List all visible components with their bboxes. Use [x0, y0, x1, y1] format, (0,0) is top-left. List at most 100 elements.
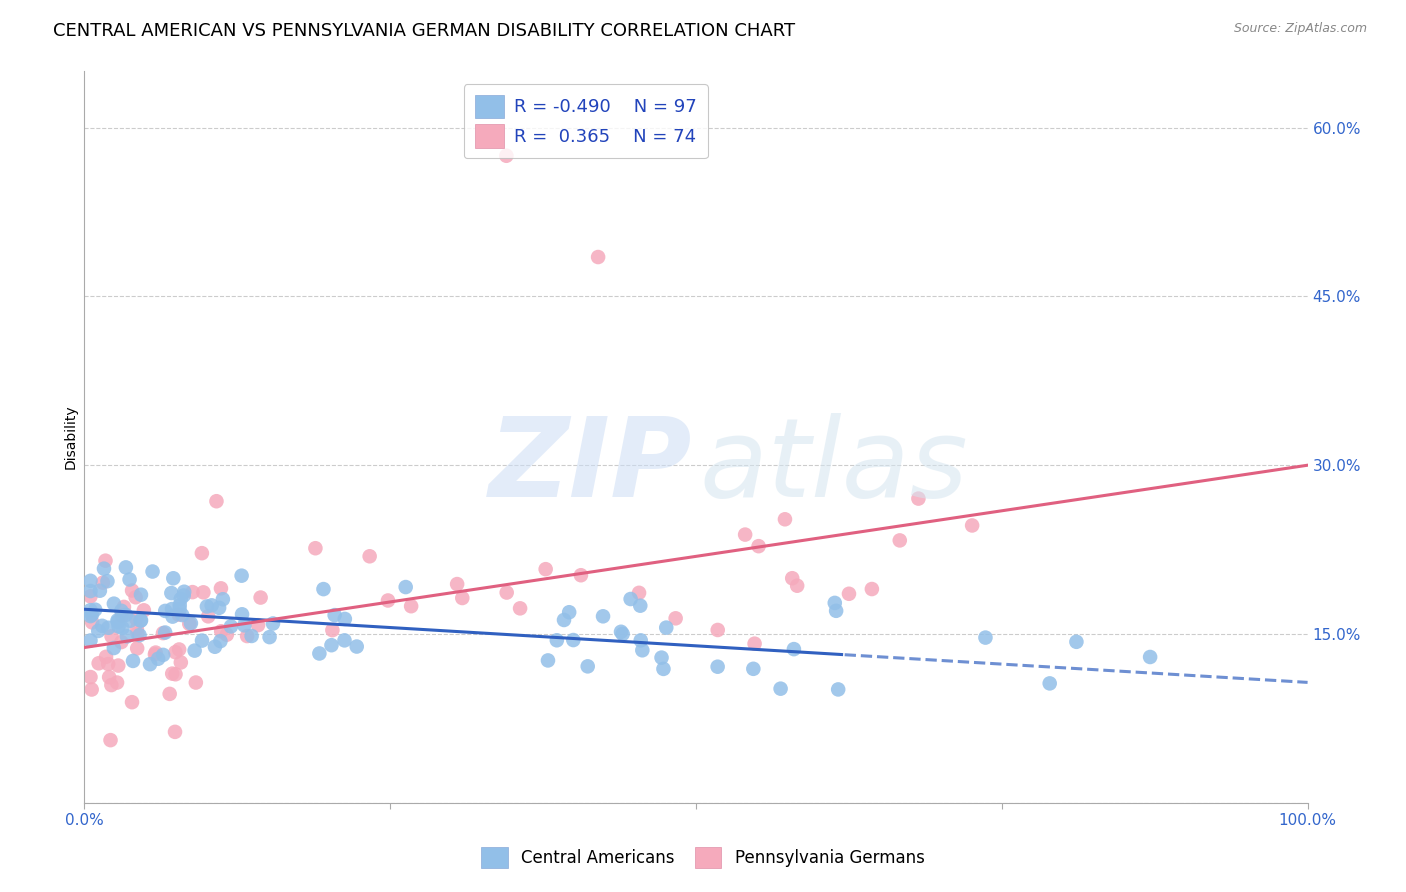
- Point: [107, 619, 129, 633]
- Point: [87, 624, 110, 638]
- Point: [974, 631, 997, 645]
- Point: [259, 630, 281, 644]
- Point: [620, 592, 643, 607]
- Point: [546, 633, 568, 648]
- Point: [79, 670, 101, 684]
- Point: [586, 250, 609, 264]
- Point: [780, 571, 803, 585]
- Point: [860, 582, 883, 596]
- Point: [122, 654, 145, 668]
- Point: [169, 602, 191, 616]
- Point: [183, 643, 205, 657]
- Point: [628, 599, 651, 613]
- Point: [889, 533, 911, 548]
- Point: [665, 611, 688, 625]
- Point: [1039, 676, 1062, 690]
- Point: [163, 724, 186, 739]
- Point: [706, 623, 728, 637]
- Text: atlas: atlas: [700, 413, 969, 520]
- Point: [1066, 635, 1088, 649]
- Point: [94, 554, 117, 568]
- Point: [97, 657, 120, 671]
- Point: [160, 602, 183, 616]
- Point: [127, 626, 149, 640]
- Point: [103, 640, 125, 655]
- Point: [180, 616, 202, 631]
- Point: [193, 585, 215, 599]
- Point: [139, 657, 162, 672]
- Point: [145, 646, 167, 660]
- Point: [143, 648, 166, 662]
- Point: [128, 628, 150, 642]
- Point: [495, 585, 517, 599]
- Point: [110, 635, 132, 649]
- Point: [165, 645, 187, 659]
- Point: [592, 609, 614, 624]
- Point: [146, 652, 169, 666]
- Point: [359, 549, 381, 564]
- Point: [165, 667, 187, 681]
- Point: [110, 604, 132, 618]
- Point: [509, 601, 531, 615]
- Point: [827, 682, 849, 697]
- Text: CENTRAL AMERICAN VS PENNSYLVANIA GERMAN DISABILITY CORRELATION CHART: CENTRAL AMERICAN VS PENNSYLVANIA GERMAN …: [53, 22, 796, 40]
- Point: [84, 603, 107, 617]
- Point: [167, 642, 190, 657]
- Legend: R = -0.490    N = 97, R =  0.365    N = 74: R = -0.490 N = 97, R = 0.365 N = 74: [464, 84, 709, 159]
- Point: [262, 616, 284, 631]
- Point: [212, 592, 235, 607]
- Point: [173, 589, 195, 603]
- Point: [346, 640, 368, 654]
- Point: [169, 598, 191, 612]
- Point: [100, 733, 122, 747]
- Point: [308, 647, 330, 661]
- Point: [773, 512, 796, 526]
- Point: [612, 627, 634, 641]
- Text: Source: ZipAtlas.com: Source: ZipAtlas.com: [1233, 22, 1367, 36]
- Point: [179, 616, 201, 631]
- Point: [93, 561, 115, 575]
- Point: [205, 494, 228, 508]
- Point: [195, 599, 218, 614]
- Point: [446, 577, 468, 591]
- Point: [152, 648, 174, 662]
- Point: [79, 603, 101, 617]
- Point: [129, 613, 152, 627]
- Point: [111, 621, 134, 635]
- Point: [152, 626, 174, 640]
- Point: [191, 546, 214, 560]
- Point: [628, 586, 651, 600]
- Point: [907, 491, 929, 506]
- Point: [132, 603, 155, 617]
- Point: [495, 149, 517, 163]
- Point: [825, 604, 848, 618]
- Point: [100, 678, 122, 692]
- Point: [377, 593, 399, 607]
- Point: [1139, 650, 1161, 665]
- Point: [79, 574, 101, 588]
- Point: [209, 634, 232, 648]
- Point: [181, 585, 204, 599]
- Point: [121, 695, 143, 709]
- Point: [304, 541, 326, 556]
- Point: [79, 633, 101, 648]
- Point: [451, 591, 474, 605]
- Point: [173, 584, 195, 599]
- Point: [91, 619, 114, 633]
- Point: [558, 605, 581, 619]
- Point: [107, 615, 129, 629]
- Point: [201, 599, 224, 613]
- Point: [191, 633, 214, 648]
- Point: [111, 608, 134, 623]
- Point: [333, 612, 356, 626]
- Point: [129, 588, 152, 602]
- Point: [204, 640, 226, 654]
- Point: [129, 614, 152, 628]
- Point: [172, 607, 194, 622]
- Point: [170, 656, 193, 670]
- Point: [82, 615, 104, 630]
- Point: [79, 609, 101, 624]
- Point: [652, 662, 675, 676]
- Point: [155, 604, 177, 618]
- Legend: Central Americans, Pennsylvania Germans: Central Americans, Pennsylvania Germans: [475, 840, 931, 875]
